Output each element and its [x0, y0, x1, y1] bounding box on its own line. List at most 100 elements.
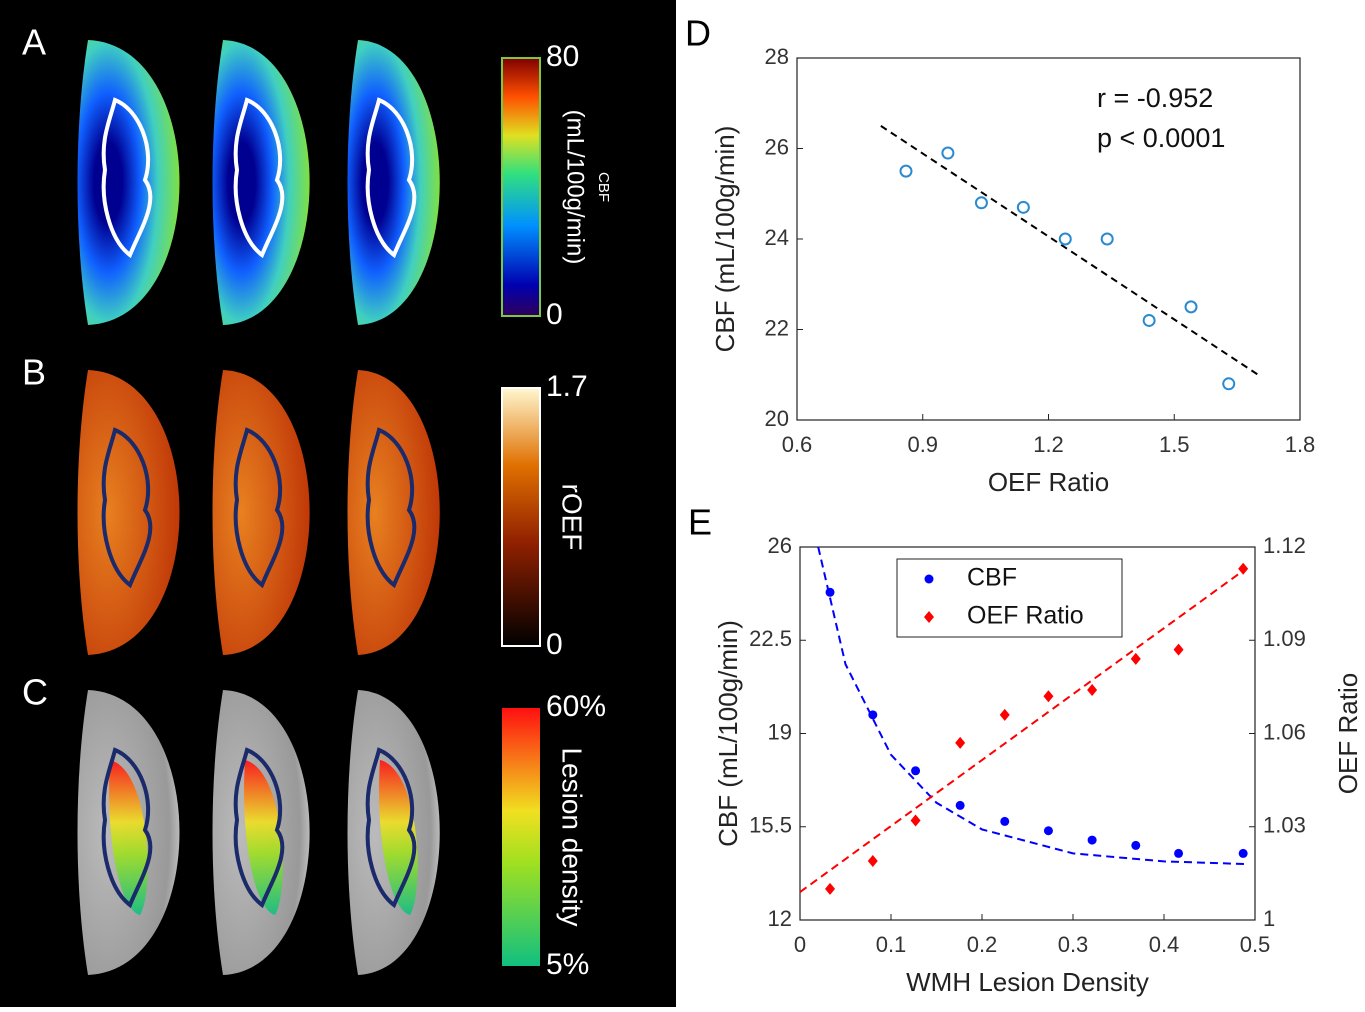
data-point: [868, 710, 878, 720]
y-tick-label: 28: [765, 44, 789, 69]
wmh-contour: [365, 747, 417, 909]
data-point: [1174, 848, 1184, 858]
brain-slice: [347, 40, 440, 325]
colorbar-max: 1.7: [546, 370, 588, 403]
brain-slice: [212, 40, 310, 325]
y-tick-label: 19: [768, 719, 792, 744]
data-point: [924, 574, 934, 584]
annotation: r = -0.952: [1097, 83, 1213, 113]
x-tick-label: 0.1: [876, 932, 907, 957]
data-point: [1016, 200, 1030, 214]
colorbar: [501, 387, 541, 647]
wmh-contour: [365, 97, 417, 259]
colorbar-name: CBF: [595, 172, 612, 202]
data-point: [1087, 683, 1098, 696]
wmh-contour: [233, 747, 285, 909]
data-point: [1222, 377, 1236, 391]
y-tick-label: 20: [765, 406, 789, 431]
data-point: [867, 854, 878, 867]
y2-tick-label: 1: [1263, 906, 1275, 931]
y-tick-label: 12: [768, 906, 792, 931]
x-tick-label: 0: [794, 932, 806, 957]
chart-panels: 0.6 0.9 1.2 1.5 1.8 20 22 24 26 28 OEF Ratio CBF (m…: [685, 13, 1363, 997]
wmh-contour: [365, 427, 417, 589]
data-point: [1173, 643, 1184, 656]
data-point: [955, 800, 965, 810]
y-tick-label: 24: [765, 225, 789, 250]
annotation: p < 0.0001: [1097, 123, 1225, 153]
data-point: [1131, 840, 1141, 850]
y2-tick-label: 1.12: [1263, 533, 1306, 558]
x-tick-label: 1.2: [1033, 432, 1064, 457]
brain-slice: [77, 40, 180, 325]
x-axis-label: OEF Ratio: [988, 467, 1109, 497]
brain-slice: [77, 370, 180, 655]
brain-slice: [212, 370, 310, 655]
colorbar-max: 60%: [546, 690, 606, 723]
data-point: [899, 164, 913, 178]
x-tick-label: 0.5: [1240, 932, 1271, 957]
data-point: [1184, 300, 1198, 314]
y-axis-label: CBF (mL/100g/min): [713, 620, 743, 847]
y-tick-label: 22.5: [749, 626, 792, 651]
x-tick-label: 0.2: [967, 932, 998, 957]
colorbar-max: 80: [546, 40, 579, 73]
data-point: [910, 814, 921, 827]
data-point: [1142, 313, 1156, 327]
y2-tick-label: 1.03: [1263, 813, 1306, 838]
colorbar-min: 0: [546, 298, 563, 331]
brain-slice: [347, 370, 440, 655]
data-point: [924, 611, 934, 623]
y2-tick-label: 1.09: [1263, 626, 1306, 651]
data-point: [1100, 232, 1114, 246]
colorbar-min: 5%: [546, 948, 589, 981]
x-tick-label: 0.9: [907, 432, 938, 457]
x-tick-label: 0.6: [782, 432, 813, 457]
data-point: [1000, 816, 1010, 826]
y-tick-label: 26: [768, 533, 792, 558]
data-point: [955, 736, 966, 749]
x-axis-label: WMH Lesion Density: [906, 967, 1149, 997]
data-point: [1087, 835, 1097, 845]
x-tick-label: 0.3: [1058, 932, 1089, 957]
y2-axis-label: OEF Ratio: [1333, 673, 1363, 794]
data-point: [911, 766, 921, 776]
y2-tick-label: 1.06: [1263, 719, 1306, 744]
x-tick-label: 1.5: [1159, 432, 1190, 457]
fit-curve: [817, 546, 1246, 866]
data-point: [1058, 232, 1072, 246]
legend-label: OEF Ratio: [967, 602, 1084, 630]
data-point: [1043, 826, 1053, 836]
panel-label: C: [22, 672, 48, 713]
data-point: [1130, 652, 1141, 665]
wmh-contour: [233, 427, 285, 589]
fit-curve: [799, 567, 1247, 893]
panel-label: B: [22, 352, 46, 393]
colorbar-min: 0: [546, 628, 563, 661]
plot-frame: [796, 57, 1301, 421]
y-tick-label: 22: [765, 315, 789, 340]
colorbar-name: rOEF: [557, 484, 588, 551]
data-point: [825, 587, 835, 597]
y-tick-label: 26: [765, 134, 789, 159]
data-point: [999, 708, 1010, 721]
data-point: [1043, 690, 1054, 703]
x-tick-label: 0.4: [1149, 932, 1180, 957]
image-panels: A 80 0 (mL/100g/min) CBF B 1.7 0 rOEF C 60% 5% Lesio…: [22, 22, 612, 981]
legend-box: [896, 558, 1123, 638]
data-point: [1238, 848, 1248, 858]
y-tick-label: 15.5: [749, 813, 792, 838]
data-point: [1238, 562, 1249, 575]
wmh-contour: [101, 427, 153, 589]
data-point: [825, 882, 836, 895]
data-point: [974, 196, 988, 210]
panel-label: A: [22, 22, 46, 63]
colorbar: [502, 708, 540, 966]
colorbar-name: Lesion density: [557, 747, 588, 926]
lesion-map: [109, 760, 148, 915]
panel-label: D: [685, 13, 711, 54]
data-point: [941, 146, 955, 160]
fit-line: [880, 125, 1259, 376]
wmh-contour: [233, 97, 285, 259]
